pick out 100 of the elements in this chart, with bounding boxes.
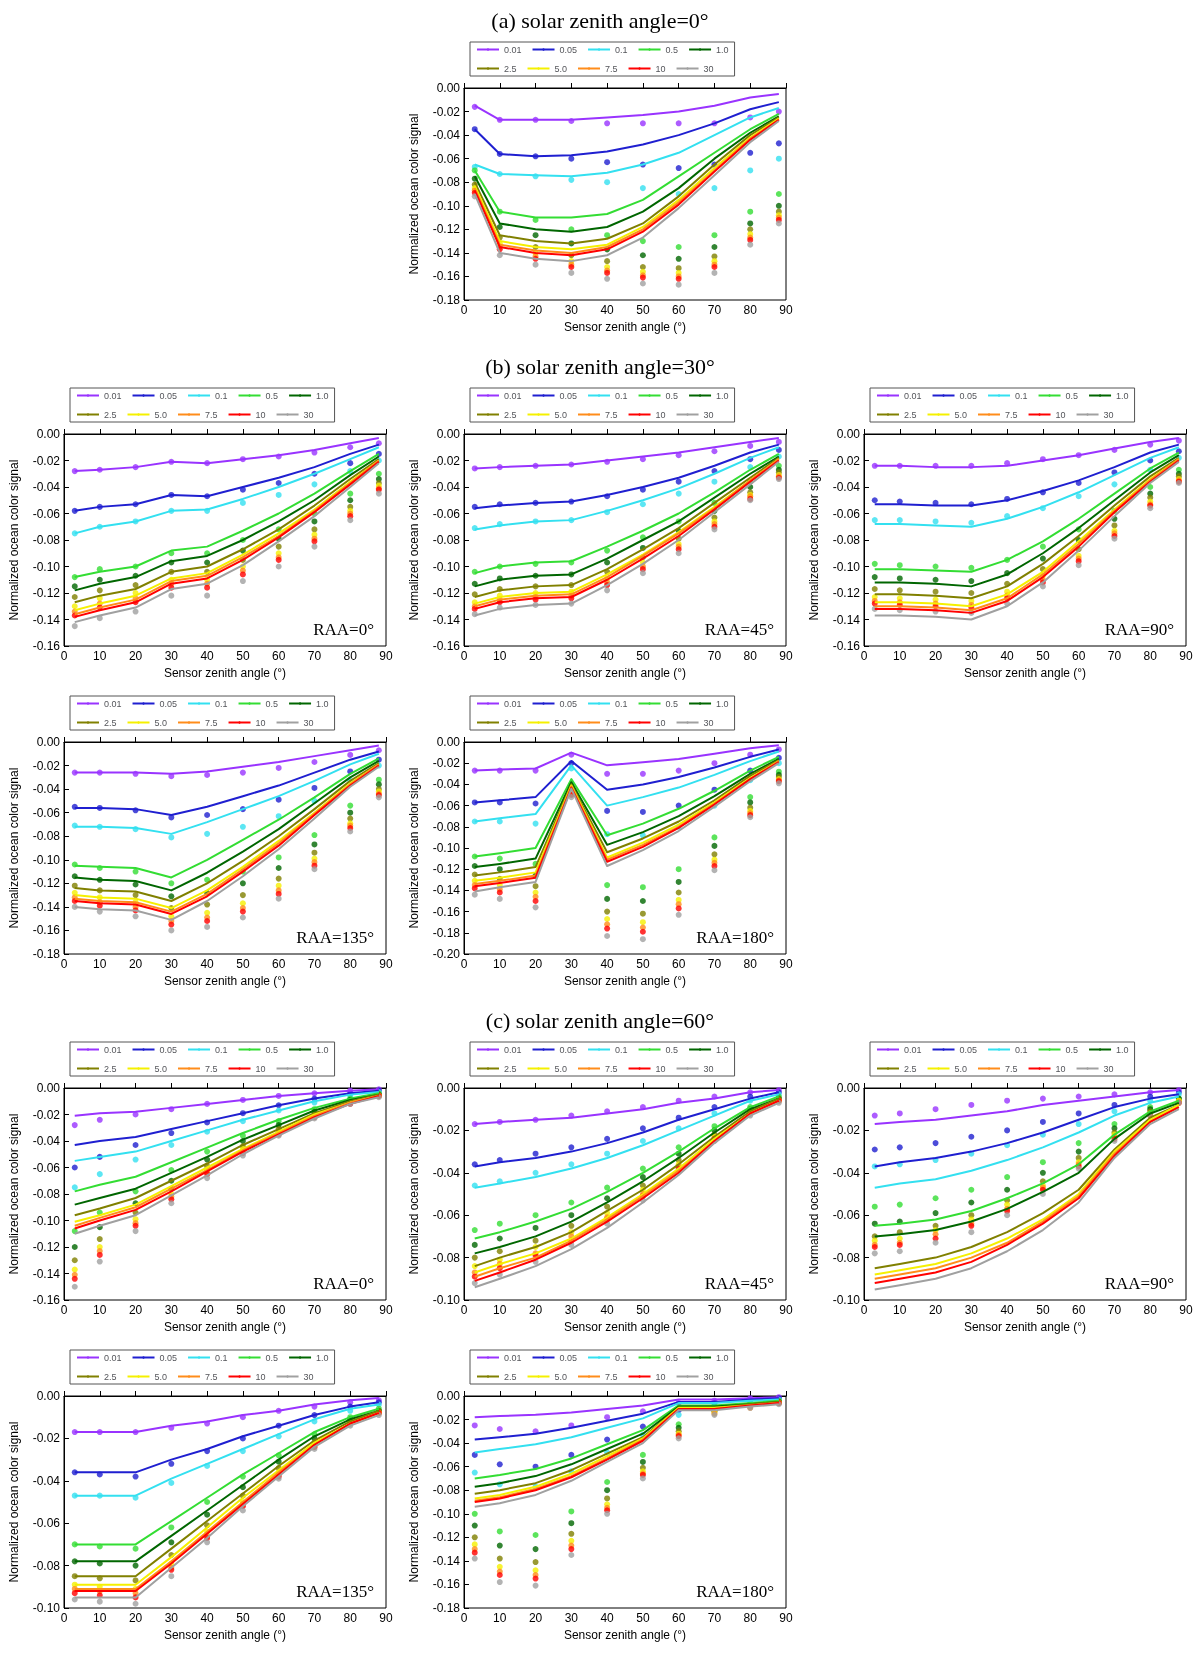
x-axis-title: Sensor zenith angle (°) <box>163 973 287 988</box>
legend-label: 10 <box>1055 409 1066 420</box>
x-tick-label: 90 <box>379 1611 393 1625</box>
x-tick-label: 0 <box>60 649 68 663</box>
x-tick-label: 70 <box>707 649 722 663</box>
y-tick-label: -0.02 <box>432 453 461 468</box>
y-tick-label: -0.14 <box>432 1553 461 1568</box>
y-tick-label: -0.16 <box>32 1293 61 1307</box>
y-tick-label: -0.06 <box>432 1459 461 1474</box>
x-tick-label: 10 <box>493 303 507 317</box>
y-tick-label: -0.02 <box>432 1412 461 1427</box>
x-tick-label: 40 <box>200 957 215 971</box>
legend-label: 0.5 <box>1065 390 1079 401</box>
chart-title: (a) solar zenith angle=0° <box>491 7 709 33</box>
legend-label: 10 <box>655 1063 666 1074</box>
legend-label: 10 <box>255 717 266 728</box>
y-tick-label: -0.10 <box>432 198 461 213</box>
y-tick-label: -0.04 <box>432 128 461 143</box>
y-tick-label: 0.00 <box>36 427 61 441</box>
x-tick-label: 20 <box>528 1611 543 1625</box>
legend-label: 0.05 <box>159 1352 178 1363</box>
legend-label: 30 <box>703 63 714 74</box>
legend-label: 0.5 <box>265 1352 279 1363</box>
legend-label: 7.5 <box>205 717 218 728</box>
y-tick-label: -0.04 <box>32 1134 61 1148</box>
x-tick-label: 50 <box>636 1611 650 1625</box>
y-axis-title: Normalized ocean color signal <box>7 459 21 621</box>
y-axis-title: Normalized ocean color signal <box>407 113 421 275</box>
x-tick-label: 10 <box>493 1303 507 1317</box>
y-tick-label: -0.02 <box>32 453 61 468</box>
y-axis-title: Normalized ocean color signal <box>407 1421 421 1583</box>
y-tick-label: -0.12 <box>32 586 61 600</box>
legend-label: 30 <box>1103 409 1114 420</box>
legend-label: 0.01 <box>504 698 522 709</box>
y-axis-title: Normalized ocean color signal <box>7 767 21 929</box>
y-tick-label: -0.06 <box>832 506 861 521</box>
legend-label: 30 <box>703 717 714 728</box>
y-tick-label: -0.16 <box>32 639 61 653</box>
y-tick-label: -0.06 <box>432 798 461 813</box>
legend-label: 5.0 <box>154 409 168 420</box>
legend-label: 0.1 <box>215 698 228 709</box>
legend-label: 0.1 <box>615 1352 628 1363</box>
y-tick-label: 0.00 <box>836 427 861 441</box>
y-tick-label: -0.14 <box>32 1266 61 1281</box>
legend-label: 0.01 <box>904 1044 922 1055</box>
y-tick-label: -0.04 <box>432 777 461 792</box>
annotation: RAA=90° <box>1104 620 1174 639</box>
legend-label: 7.5 <box>605 409 618 420</box>
x-tick-label: 80 <box>343 1611 358 1625</box>
legend-label: 0.1 <box>1015 1044 1028 1055</box>
x-tick-label: 0 <box>860 649 868 663</box>
y-tick-label: -0.06 <box>432 151 461 166</box>
x-tick-label: 30 <box>564 957 579 971</box>
y-tick-label: 0.00 <box>36 1081 61 1095</box>
x-axis-title: Sensor zenith angle (°) <box>163 1319 287 1334</box>
y-tick-label: -0.08 <box>32 1558 61 1573</box>
y-tick-label: 0.00 <box>836 1081 861 1095</box>
y-axis-title: Normalized ocean color signal <box>407 459 421 621</box>
x-tick-label: 70 <box>707 957 722 971</box>
x-tick-label: 0 <box>60 1303 68 1317</box>
y-tick-label: 0.00 <box>436 427 461 441</box>
x-tick-label: 40 <box>600 957 615 971</box>
legend-label: 10 <box>655 63 666 74</box>
x-tick-label: 20 <box>128 1611 143 1625</box>
legend-label: 0.05 <box>559 698 578 709</box>
legend-label: 5.0 <box>554 409 568 420</box>
y-tick-label: 0.00 <box>36 735 61 749</box>
x-tick-label: 50 <box>236 649 250 663</box>
legend-label: 7.5 <box>605 1371 618 1382</box>
y-tick-label: -0.08 <box>832 533 861 547</box>
x-tick-label: 20 <box>128 1303 143 1317</box>
y-tick-label: -0.14 <box>832 612 861 627</box>
y-tick-label: -0.12 <box>432 222 461 237</box>
x-tick-label: 50 <box>636 957 650 971</box>
y-tick-label: -0.06 <box>432 1208 461 1223</box>
annotation: RAA=0° <box>313 620 374 639</box>
y-tick-label: -0.04 <box>432 480 461 494</box>
y-tick-label: -0.06 <box>432 506 461 521</box>
x-tick-label: 0 <box>460 957 468 971</box>
x-tick-label: 40 <box>600 1303 615 1317</box>
x-tick-label: 90 <box>379 649 393 663</box>
legend-label: 30 <box>703 1371 714 1382</box>
legend-label: 7.5 <box>1005 409 1018 420</box>
legend-label: 10 <box>655 1371 666 1382</box>
x-tick-label: 70 <box>707 1611 722 1625</box>
x-tick-label: 10 <box>893 649 907 663</box>
legend-label: 0.01 <box>504 390 522 401</box>
legend-label: 0.01 <box>504 44 522 55</box>
legend-label: 5.0 <box>554 1371 568 1382</box>
x-tick-label: 30 <box>164 1611 179 1625</box>
legend-label: 10 <box>655 409 666 420</box>
legend-label: 1.0 <box>716 44 729 55</box>
x-tick-label: 10 <box>93 649 107 663</box>
legend-label: 0.05 <box>559 1044 578 1055</box>
x-tick-label: 60 <box>671 303 686 317</box>
legend-label: 1.0 <box>716 1352 729 1363</box>
y-axis-title: Normalized ocean color signal <box>407 1113 421 1275</box>
y-tick-label: -0.10 <box>432 1506 461 1521</box>
x-axis-title: Sensor zenith angle (°) <box>963 1319 1087 1334</box>
x-tick-label: 30 <box>164 957 179 971</box>
